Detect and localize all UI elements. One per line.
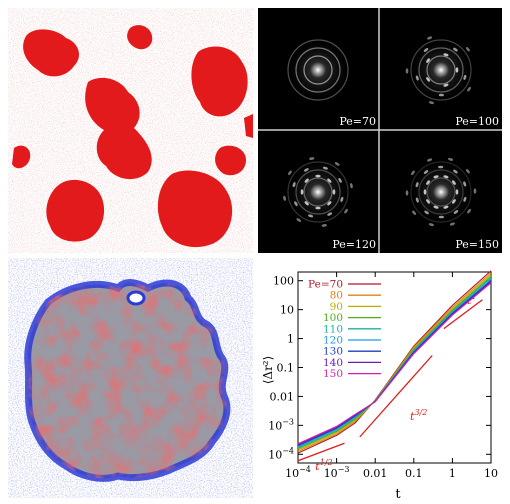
bragg-spot — [333, 189, 336, 194]
central-peak — [433, 184, 449, 200]
x-tick-label: 0.01 — [363, 467, 388, 480]
bragg-spot — [456, 189, 459, 194]
bragg-spot — [456, 67, 459, 72]
central-peak — [310, 184, 326, 200]
x-tick-label: 10−3 — [324, 465, 350, 480]
pe-label-100: Pe=100 — [455, 115, 499, 128]
legend-entry-label: 90 — [330, 301, 343, 313]
cluster-void — [128, 292, 144, 304]
x-axis-label: t — [395, 487, 401, 502]
x-tick-label: 10−4 — [285, 465, 311, 480]
x-tick-label: 1 — [449, 467, 456, 480]
legend-entry-label: 110 — [323, 323, 343, 335]
y-tick-label: 10−3 — [268, 417, 294, 432]
y-tick-label: 10 — [280, 304, 294, 317]
bragg-spot — [315, 175, 320, 178]
y-axis-label: ⟨Δr²⟩ — [261, 356, 275, 385]
msd-chart: 10−4 10−3 0.01 0.1 1 1010−410−30.010.1110100 … — [258, 258, 510, 504]
y-tick-label: 10−4 — [268, 446, 294, 461]
pe-label-120: Pe=120 — [332, 238, 376, 251]
legend-entry-label: 120 — [323, 335, 343, 347]
pe-label-150: Pe=150 — [455, 238, 499, 251]
pe-label-70: Pe=70 — [339, 115, 376, 128]
x-tick-label: 0.1 — [405, 467, 423, 480]
legend-entry-label: 80 — [330, 290, 343, 302]
x-tick-label: 10 — [484, 467, 498, 480]
legend-entry-label: 150 — [323, 368, 343, 380]
single-cluster-image — [8, 258, 253, 498]
legend-entry-label: Pe=70 — [308, 279, 343, 291]
structure-factor-grid: Pe=70 Pe=100 Pe=120 Pe=150 — [258, 8, 502, 253]
y-tick-label: 0.01 — [270, 390, 295, 403]
legend-entry-label: 140 — [323, 357, 343, 369]
central-peak — [310, 62, 326, 78]
legend-entry-label: 130 — [323, 346, 343, 358]
cluster-snapshot-image — [8, 8, 253, 253]
bragg-spot — [424, 189, 427, 194]
y-tick-label: 1 — [287, 333, 294, 346]
bragg-spot — [301, 189, 304, 194]
y-tick-label: 100 — [273, 275, 294, 288]
y-tick-label: 0.1 — [277, 362, 295, 375]
fft-pattern — [284, 36, 352, 104]
legend-entry-label: 100 — [323, 312, 343, 324]
central-peak — [433, 62, 449, 78]
bragg-spot — [315, 207, 320, 210]
